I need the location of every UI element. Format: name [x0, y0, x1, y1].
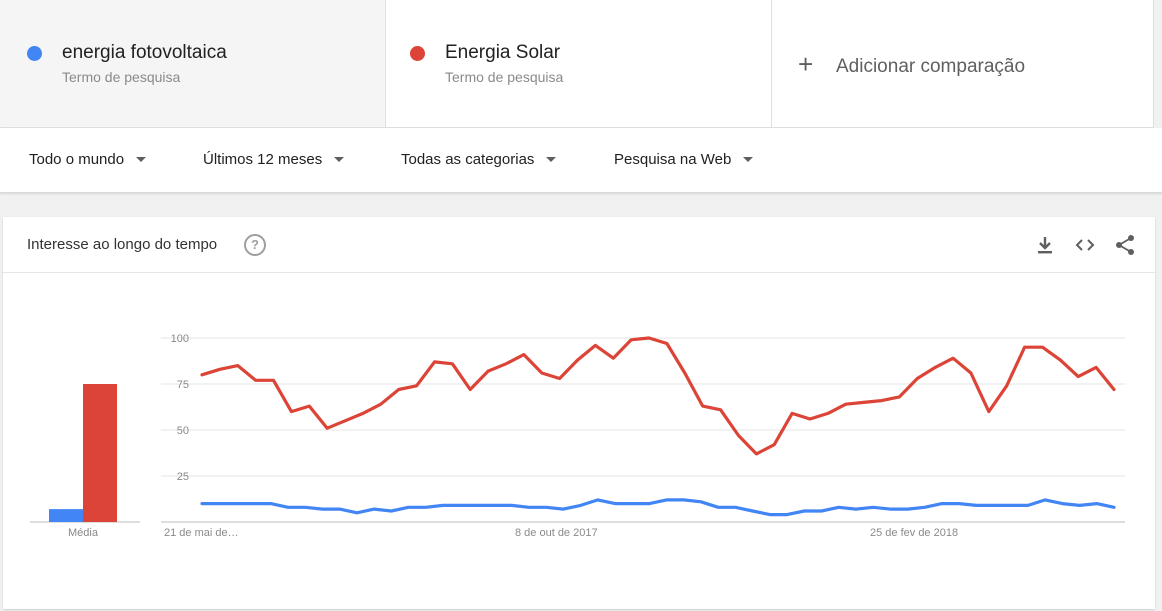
plus-icon: + [798, 49, 814, 79]
question-circle-icon[interactable]: ? [244, 234, 266, 256]
search-type-label: Pesquisa na Web [614, 151, 732, 168]
x-tick-label: 21 de mai de… [164, 527, 239, 539]
region-dropdown[interactable]: Todo o mundo [29, 151, 147, 168]
y-tick-label: 75 [177, 379, 189, 391]
y-tick-label: 25 [177, 471, 189, 483]
time-range-dropdown[interactable]: Últimos 12 meses [203, 151, 345, 168]
average-bar [49, 509, 83, 522]
interest-chart: 25 50 75 100 Média 21 de mai de… 8 de out de… [30, 333, 1125, 539]
series-line [200, 336, 1116, 456]
term-card-2[interactable]: Energia Solar Termo de pesquisa [386, 0, 772, 127]
embed-code-icon[interactable] [1074, 234, 1096, 256]
category-dropdown[interactable]: Todas as categorias [401, 151, 557, 168]
term-name: energia fotovoltaica [62, 42, 227, 63]
term-name: Energia Solar [445, 42, 561, 63]
interest-over-time-card: Interesse ao longo do tempo ? 25 50 75 100 … [3, 217, 1155, 609]
search-type-dropdown[interactable]: Pesquisa na Web [614, 151, 754, 168]
add-comparison-button[interactable]: + Adicionar comparação [772, 0, 1154, 127]
region-label: Todo o mundo [29, 151, 125, 168]
term-color-dot [27, 46, 42, 61]
dropdown-arrow-icon [546, 157, 557, 162]
card-header: Interesse ao longo do tempo ? [3, 217, 1155, 273]
dropdown-arrow-icon [136, 157, 147, 162]
dropdown-arrow-icon [743, 157, 754, 162]
y-tick-label: 100 [171, 333, 189, 345]
dropdown-arrow-icon [334, 157, 345, 162]
term-type: Termo de pesquisa [445, 69, 564, 85]
term-type: Termo de pesquisa [62, 69, 181, 85]
x-tick-label: 25 de fev de 2018 [870, 527, 958, 539]
term-color-dot [410, 46, 425, 61]
term-card-1[interactable]: energia fotovoltaica Termo de pesquisa [0, 0, 386, 127]
share-icon[interactable] [1114, 234, 1136, 256]
average-bar [83, 384, 117, 522]
x-tick-label: 8 de out de 2017 [515, 527, 598, 539]
card-title: Interesse ao longo do tempo [27, 236, 218, 253]
filter-bar: Todo o mundo Últimos 12 meses Todas as c… [0, 128, 1162, 193]
time-range-label: Últimos 12 meses [203, 151, 323, 168]
series-line [200, 498, 1116, 517]
y-tick-label: 50 [177, 425, 189, 437]
average-label: Média [68, 527, 99, 539]
add-comparison-label: Adicionar comparação [836, 56, 1026, 77]
category-label: Todas as categorias [401, 151, 535, 168]
download-icon[interactable] [1034, 234, 1056, 256]
comparison-bar: energia fotovoltaica Termo de pesquisa E… [0, 0, 1154, 128]
